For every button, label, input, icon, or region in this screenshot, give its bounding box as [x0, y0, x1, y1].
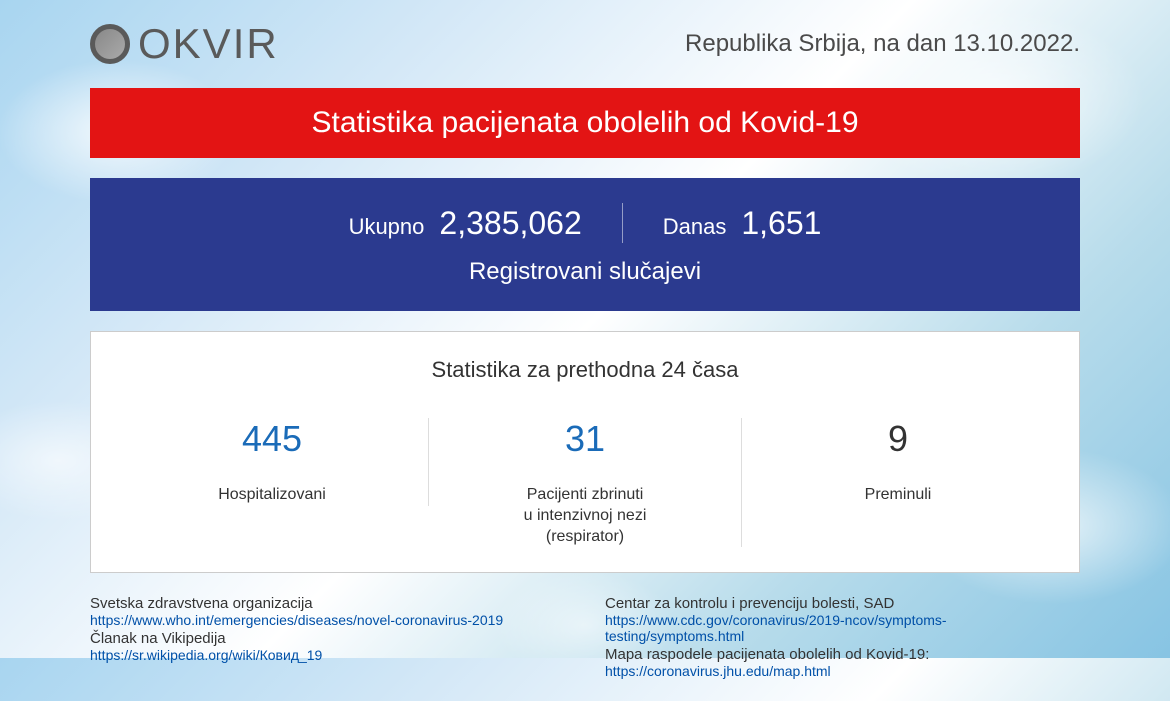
total-value: 2,385,062 — [439, 205, 581, 242]
cdc-link[interactable]: https://www.cdc.gov/coronavirus/2019-nco… — [605, 612, 1080, 644]
footer: Svetska zdravstvena organizacija https:/… — [90, 593, 1080, 681]
registered-subtitle: Registrovani slučajevi — [115, 258, 1055, 286]
hospitalized-value: 445 — [136, 418, 408, 460]
wiki-label: Članak na Vikipedija — [90, 630, 565, 647]
jhu-label: Mapa raspodele pacijenata obolelih od Ko… — [605, 646, 1080, 663]
registered-cases-panel: Ukupno 2,385,062 Danas 1,651 Registrovan… — [90, 178, 1080, 311]
stat-icu: 31 Pacijenti zbrinuti u intenzivnoj nezi… — [429, 418, 742, 547]
logo-circle-icon — [90, 24, 130, 64]
stat-deceased: 9 Preminuli — [742, 418, 1054, 506]
daily-stats-title: Statistika za prethodna 24 časa — [116, 357, 1054, 383]
divider — [622, 203, 623, 243]
who-label: Svetska zdravstvena organizacija — [90, 595, 565, 612]
deceased-label: Preminuli — [762, 485, 1034, 506]
wiki-link[interactable]: https://sr.wikipedia.org/wiki/Ковид_19 — [90, 647, 565, 663]
footer-left: Svetska zdravstvena organizacija https:/… — [90, 593, 565, 681]
jhu-link[interactable]: https://coronavirus.jhu.edu/map.html — [605, 663, 1080, 679]
daily-stats-panel: Statistika za prethodna 24 časa 445 Hosp… — [90, 331, 1080, 573]
total-stat: Ukupno 2,385,062 — [349, 205, 582, 242]
logo-text: OKVIR — [138, 20, 279, 68]
deceased-value: 9 — [762, 418, 1034, 460]
header-date: Republika Srbija, na dan 13.10.2022. — [685, 30, 1080, 58]
header: OKVIR Republika Srbija, na dan 13.10.202… — [90, 20, 1080, 68]
today-value: 1,651 — [741, 205, 821, 242]
title-text: Statistika pacijenata obolelih od Kovid-… — [311, 106, 858, 139]
icu-value: 31 — [449, 418, 721, 460]
who-link[interactable]: https://www.who.int/emergencies/diseases… — [90, 612, 565, 628]
stats-row: 445 Hospitalizovani 31 Pacijenti zbrinut… — [116, 418, 1054, 547]
hospitalized-label: Hospitalizovani — [136, 485, 408, 506]
stat-hospitalized: 445 Hospitalizovani — [116, 418, 429, 506]
total-label: Ukupno — [349, 214, 425, 240]
logo: OKVIR — [90, 20, 279, 68]
totals-row: Ukupno 2,385,062 Danas 1,651 — [115, 203, 1055, 243]
icu-label: Pacijenti zbrinuti u intenzivnoj nezi (r… — [449, 485, 721, 547]
footer-right: Centar za kontrolu i prevenciju bolesti,… — [605, 593, 1080, 681]
cdc-label: Centar za kontrolu i prevenciju bolesti,… — [605, 595, 1080, 612]
today-label: Danas — [663, 214, 727, 240]
today-stat: Danas 1,651 — [663, 205, 822, 242]
title-banner: Statistika pacijenata obolelih od Kovid-… — [90, 88, 1080, 158]
